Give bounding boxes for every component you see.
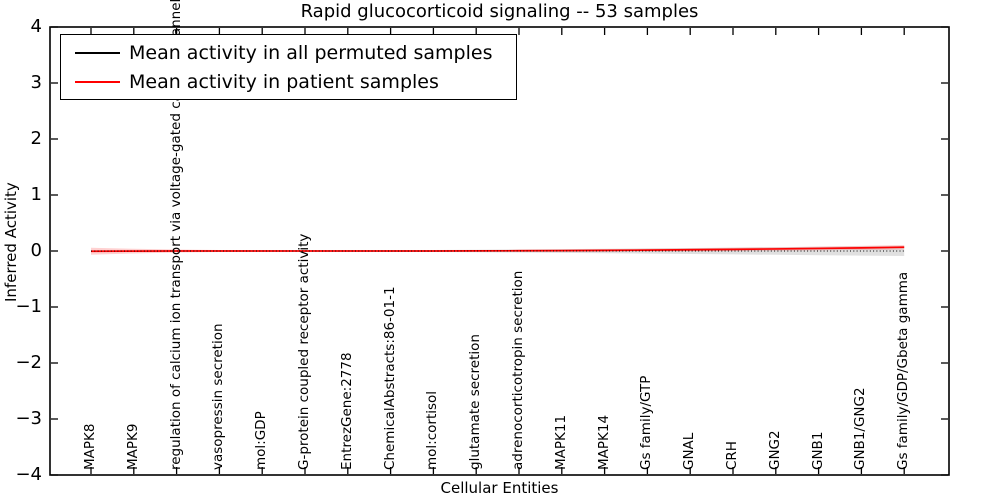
y-tick-label: −1 (15, 296, 42, 317)
legend-line-sample-red (75, 80, 120, 83)
y-tick-label: 2 (30, 128, 42, 149)
x-tick-label: mol:cortisol (424, 390, 441, 470)
x-tick-label: MAPK9 (124, 423, 141, 470)
x-tick-label: EntrezGene:2778 (338, 352, 355, 470)
y-tick-label: −2 (15, 352, 42, 373)
y-tick-label: −3 (15, 408, 42, 429)
x-tick-label: Gs family/GDP/Gbeta gamma (895, 271, 912, 470)
y-tick-label: 0 (30, 240, 42, 261)
x-axis-title: Cellular Entities (440, 479, 559, 497)
x-tick-label: G-protein coupled receptor activity (296, 233, 312, 470)
x-tick-label: glutamate secretion (467, 334, 484, 470)
x-tick-label: vasopressin secretion (210, 323, 227, 470)
y-tick-label: 3 (30, 72, 42, 93)
legend-line-sample-black (75, 51, 120, 54)
x-tick-label: GNB1/GNG2 (852, 387, 869, 470)
y-tick-label: 4 (30, 16, 42, 37)
x-tick-label: MAPK14 (595, 414, 612, 470)
x-tick-label: GNAL (681, 432, 698, 470)
x-tick-label: CRH (724, 441, 740, 470)
x-tick-label: GNB1 (809, 431, 826, 470)
legend-label: Mean activity in all permuted samples (129, 41, 493, 64)
chart-title: Rapid glucocorticoid signaling -- 53 sam… (300, 1, 699, 22)
x-tick-label: GNG2 (766, 430, 783, 470)
x-tick-label: ChemicalAbstracts:86-01-1 (381, 286, 398, 470)
y-tick-label: −4 (15, 464, 42, 485)
y-tick-label: 1 (30, 184, 42, 205)
plot-border (49, 26, 950, 476)
x-tick-label: mol:GDP (253, 411, 270, 470)
legend-entry-patient: Mean activity in patient samples (61, 68, 516, 96)
x-tick-label: MAPK8 (82, 423, 98, 470)
legend: Mean activity in all permuted samples Me… (60, 34, 517, 100)
legend-label: Mean activity in patient samples (129, 70, 439, 93)
legend-entry-permuted: Mean activity in all permuted samples (61, 39, 516, 67)
x-tick-label: MAPK11 (552, 414, 569, 470)
x-tick-label: Gs family/GTP (638, 375, 655, 470)
x-tick-label: adrenocorticotropin secretion (510, 270, 526, 470)
